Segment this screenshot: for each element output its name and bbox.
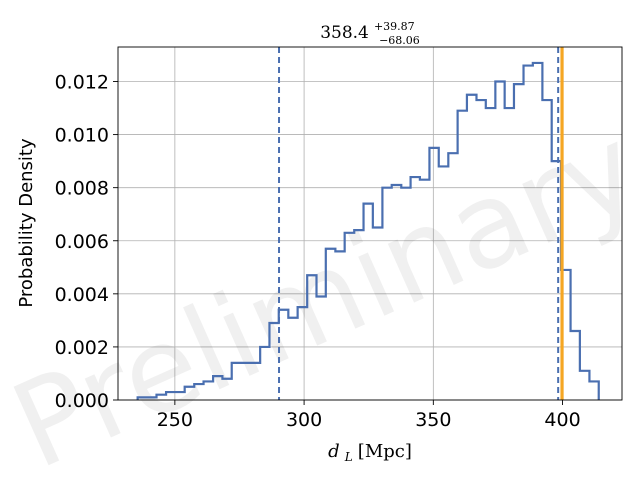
y-tick-label: 0.004 xyxy=(55,284,109,306)
y-axis-label: Probability Density xyxy=(16,138,37,308)
title-subscript: −68.06 xyxy=(379,34,420,47)
x-axis-subscript: L xyxy=(344,450,353,464)
x-axis-unit: [Mpc] xyxy=(358,441,412,462)
y-tick-label: 0.012 xyxy=(55,72,109,94)
y-tick-label: 0.006 xyxy=(55,231,109,253)
chart-title: 358.4 +39.87 −68.06 xyxy=(320,15,420,47)
x-tick-label: 300 xyxy=(286,409,322,431)
y-tick-label: 0.008 xyxy=(55,178,109,200)
x-tick-label: 350 xyxy=(415,409,451,431)
y-tick-label: 0.000 xyxy=(55,390,109,412)
x-axis-ticks: 250 300 350 400 xyxy=(157,400,581,431)
x-axis-symbol: d xyxy=(328,441,340,462)
x-axis-label: d L [Mpc] xyxy=(328,441,412,465)
histogram-step-line xyxy=(136,61,600,400)
y-tick-label: 0.010 xyxy=(55,125,109,147)
plot-frame xyxy=(117,46,623,401)
x-tick-label: 400 xyxy=(544,409,580,431)
title-superscript: +39.87 xyxy=(374,20,415,33)
y-axis-ticks: 0.000 0.002 0.004 0.006 0.008 0.010 0.012 xyxy=(55,72,118,412)
reference-lines xyxy=(278,47,564,400)
y-tick-label: 0.002 xyxy=(55,337,109,359)
x-tick-label: 250 xyxy=(157,409,193,431)
histogram-series xyxy=(136,61,600,400)
title-value: 358.4 xyxy=(320,23,369,43)
